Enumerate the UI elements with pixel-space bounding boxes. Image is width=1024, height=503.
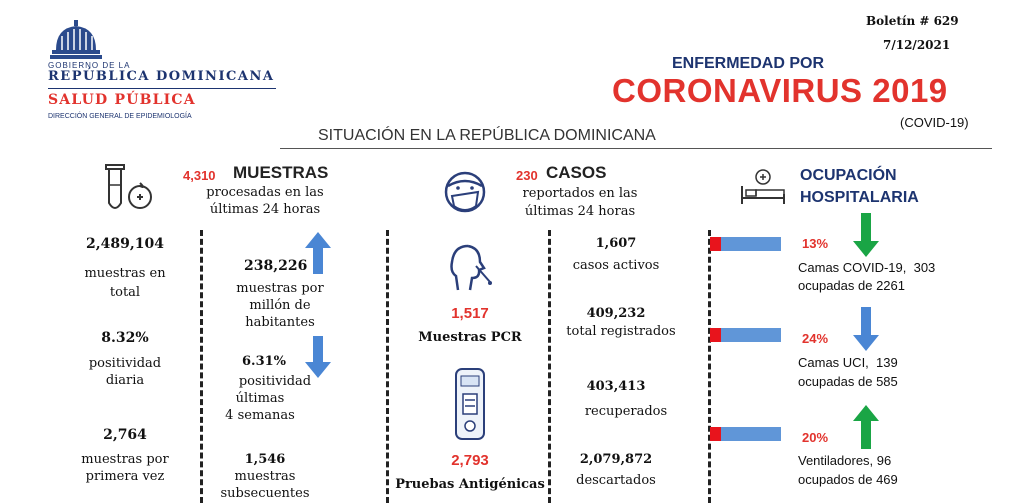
recovered-value: 403,413 bbox=[586, 379, 646, 394]
occupancy-fill bbox=[710, 237, 721, 251]
title-big: CORONAVIRUS 2019 bbox=[612, 72, 948, 109]
hospital-bed-icon bbox=[740, 168, 786, 212]
ventilators-line2: ocupados de 469 bbox=[798, 472, 898, 487]
gov-logo bbox=[48, 20, 104, 60]
first-time-value: 2,764 bbox=[103, 427, 147, 443]
arrow-up-icon bbox=[853, 405, 879, 453]
registered-label: total registrados bbox=[566, 324, 676, 339]
dome-icon bbox=[50, 20, 102, 59]
page-subtitle: SITUACIÓN EN LA REPÚBLICA DOMINICANA bbox=[318, 127, 656, 144]
daily-positivity-label2: diaria bbox=[105, 373, 145, 388]
column-divider bbox=[386, 230, 389, 503]
per-million-label2: millón de bbox=[249, 298, 311, 313]
occupancy-bar bbox=[721, 328, 781, 342]
bulletin-date: 7/12/2021 bbox=[883, 38, 951, 52]
occupancy-fill bbox=[710, 427, 721, 441]
daily-positivity-label1: positividad bbox=[88, 356, 162, 371]
muestras-sub1: procesadas en las bbox=[206, 185, 324, 200]
occupancy-fill bbox=[710, 328, 721, 342]
title-code: (COVID-19) bbox=[900, 115, 969, 130]
positivity-4w-value: 6.31% bbox=[242, 354, 287, 369]
pcr-label: Muestras PCR bbox=[418, 330, 522, 345]
ventilators-pct: 20% bbox=[802, 430, 829, 445]
recovered-label: recuperados bbox=[584, 404, 668, 419]
active-cases-label: casos activos bbox=[572, 258, 660, 273]
pcr-value: 1,517 bbox=[451, 305, 489, 322]
occupancy-bar bbox=[721, 237, 781, 251]
antigen-test-icon bbox=[455, 368, 485, 444]
daily-positivity-value: 8.32% bbox=[101, 330, 149, 346]
per-million-label3: habitantes bbox=[245, 315, 315, 330]
icu-beds-line1: Camas UCI, 139 bbox=[798, 355, 898, 370]
covid-beds-line2: ocupadas de 2261 bbox=[798, 278, 905, 293]
title-small: ENFERMEDAD POR bbox=[672, 55, 825, 72]
positivity-4w-label3: 4 semanas bbox=[225, 408, 295, 423]
subtitle-rule bbox=[280, 148, 992, 149]
registered-value: 409,232 bbox=[586, 306, 646, 321]
nasal-swab-icon bbox=[446, 242, 492, 298]
subsequent-label2: subsecuentes bbox=[220, 486, 310, 501]
occupancy-bar bbox=[721, 427, 781, 441]
arrow-down-icon bbox=[305, 336, 331, 382]
arrow-down-icon bbox=[853, 213, 879, 261]
cases-sub2: últimas 24 horas bbox=[524, 204, 636, 219]
muestras-sub2: últimas 24 horas bbox=[209, 202, 321, 217]
active-cases-value: 1,607 bbox=[595, 236, 637, 251]
total-samples-label2: total bbox=[109, 285, 141, 300]
antigen-value: 2,793 bbox=[451, 452, 489, 469]
muestras-heading: MUESTRAS bbox=[233, 163, 329, 182]
column-divider bbox=[200, 230, 203, 503]
first-time-label2: primera vez bbox=[85, 469, 165, 484]
covid-beds-line1: Camas COVID-19, 303 bbox=[798, 260, 936, 275]
occupancy-title2: HOSPITALARIA bbox=[800, 189, 919, 206]
cases-sub1: reportados en las bbox=[522, 186, 638, 201]
icu-beds-pct: 24% bbox=[802, 331, 829, 346]
gov-line1: GOBIERNO DE LA bbox=[48, 61, 131, 70]
discarded-label: descartados bbox=[576, 473, 656, 488]
first-time-label1: muestras por bbox=[81, 452, 169, 467]
header-divider bbox=[48, 88, 276, 89]
gov-line2: REPÚBLICA DOMINICANA bbox=[48, 69, 275, 84]
total-samples-label1: muestras en bbox=[84, 266, 166, 281]
test-tube-icon bbox=[104, 163, 154, 219]
ministry-name: SALUD PÚBLICA bbox=[48, 92, 196, 108]
subsequent-label1: muestras bbox=[234, 469, 296, 484]
antigen-label: Pruebas Antigénicas bbox=[395, 477, 545, 492]
positivity-4w-label2: últimas bbox=[235, 391, 285, 406]
column-divider bbox=[708, 230, 711, 503]
arrow-down-icon bbox=[853, 307, 879, 355]
total-samples-value: 2,489,104 bbox=[86, 236, 164, 252]
bulletin-number: Boletín # 629 bbox=[866, 14, 959, 28]
column-divider bbox=[548, 230, 551, 503]
discarded-value: 2,079,872 bbox=[579, 452, 653, 467]
face-mask-icon bbox=[440, 168, 490, 222]
cases-heading: CASOS bbox=[546, 163, 607, 182]
positivity-4w-label1: positividad bbox=[238, 374, 312, 389]
covid-beds-pct: 13% bbox=[802, 236, 829, 251]
per-million-value: 238,226 bbox=[244, 258, 308, 274]
per-million-label1: muestras por bbox=[236, 281, 324, 296]
icu-beds-line2: ocupadas de 585 bbox=[798, 374, 898, 389]
arrow-up-icon bbox=[305, 232, 331, 278]
muestras-count: 4,310 bbox=[183, 168, 216, 183]
direction-name: DIRECCIÓN GENERAL DE EPIDEMIOLOGÍA bbox=[48, 113, 192, 120]
subsequent-value: 1,546 bbox=[244, 452, 286, 467]
occupancy-title1: OCUPACIÓN bbox=[800, 167, 897, 184]
ventilators-line1: Ventiladores, 96 bbox=[798, 453, 892, 468]
cases-count: 230 bbox=[516, 168, 538, 183]
